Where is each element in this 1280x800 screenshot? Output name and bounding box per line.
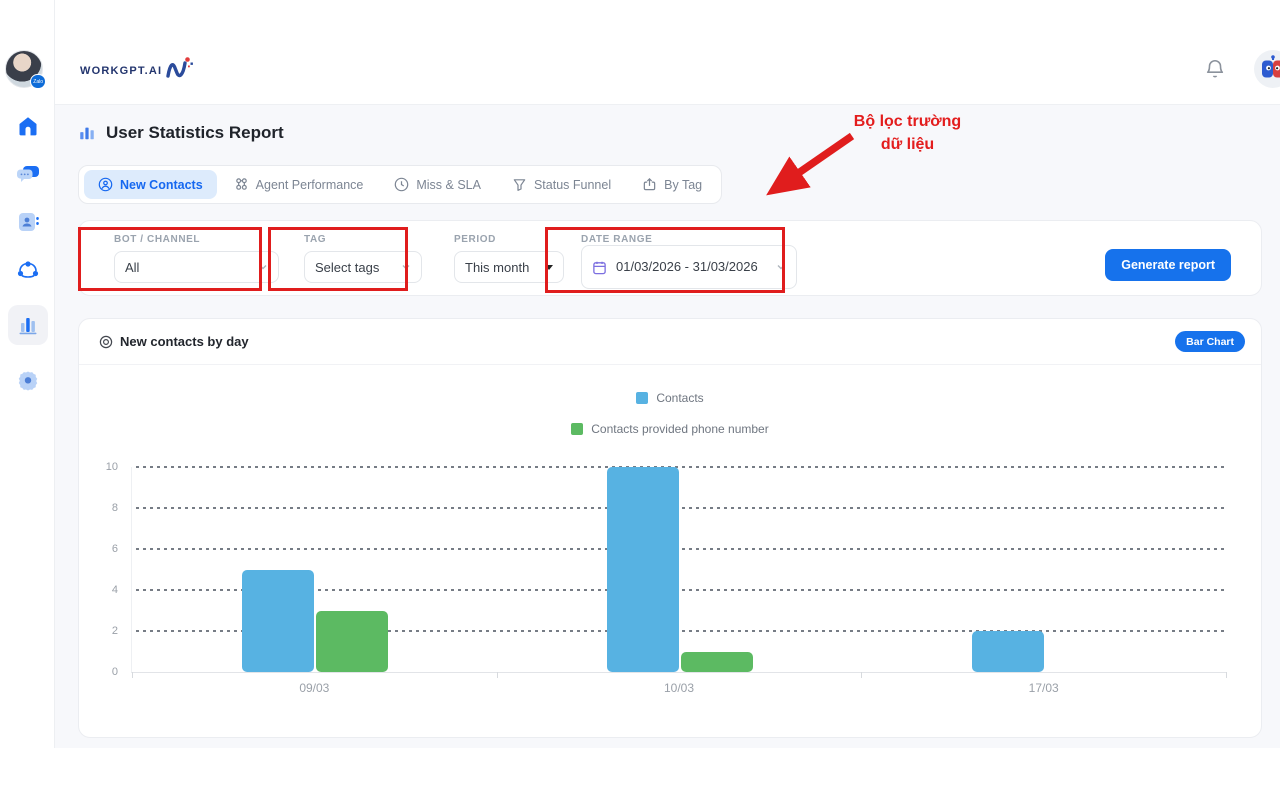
notifications-button[interactable] — [1202, 56, 1228, 82]
tab-label: Status Funnel — [533, 177, 612, 192]
period-select[interactable]: This month — [454, 251, 564, 283]
chart-title: New contacts by day — [120, 334, 249, 349]
gridline — [136, 548, 1226, 550]
gridline — [136, 466, 1226, 468]
x-axis-tick-mark — [861, 672, 863, 678]
page-title: User Statistics Report — [106, 123, 284, 142]
gear-icon — [18, 371, 37, 391]
bot-channel-select[interactable]: All — [114, 251, 279, 283]
assistant-avatar-button[interactable] — [1254, 50, 1280, 88]
main-content: User Statistics Report New Contacts Agen… — [55, 105, 1280, 748]
x-axis-tick-label: 10/03 — [663, 681, 695, 695]
tab-agent-performance[interactable]: Agent Performance — [220, 170, 378, 199]
date-range-value: 01/03/2026 - 31/03/2026 — [616, 258, 758, 274]
clock-icon — [395, 177, 409, 192]
y-axis-tick-label: 4 — [111, 584, 118, 596]
date-range-picker[interactable]: 01/03/2026 - 31/03/2026 — [581, 245, 797, 289]
bar-chart-toggle-button[interactable]: Bar Chart — [1175, 331, 1245, 352]
report-title-icon — [80, 127, 94, 140]
generate-report-button[interactable]: Generate report — [1105, 249, 1231, 281]
x-axis-tick-label: 17/03 — [1028, 681, 1059, 695]
sidebar-item-contacts[interactable] — [8, 209, 48, 235]
chart-legend: Contacts Contacts provided phone number — [79, 391, 1261, 436]
legend-swatch-icon — [571, 423, 584, 435]
x-axis-tick-mark — [132, 672, 133, 678]
tab-new-contacts[interactable]: New Contacts — [84, 170, 217, 199]
bar-chart-icon — [19, 318, 36, 335]
tag-select[interactable]: Select tags — [304, 251, 422, 283]
chart-card: New contacts by day Bar Chart Contacts Co… — [78, 318, 1262, 738]
y-axis-tick-label: 6 — [111, 543, 118, 555]
gridline — [136, 589, 1226, 591]
y-axis-tick-label: 0 — [111, 666, 118, 678]
user-circle-icon — [98, 177, 113, 192]
sidebar-item-settings[interactable] — [8, 367, 48, 393]
bar-09/03-contacts — [242, 569, 315, 672]
workgpt-logo[interactable]: WORKGPT.AI — [80, 55, 195, 81]
tag-placeholder: Select tags — [315, 259, 380, 275]
top-header: WORKGPT.AI — [55, 0, 1280, 105]
tab-label: New Contacts — [120, 177, 203, 192]
bot-channel-label: BOT / CHANNEL — [114, 234, 201, 245]
sidebar-item-reports[interactable] — [7, 305, 48, 345]
left-sidebar: Zalo — [0, 0, 55, 748]
tab-label: Miss & SLA — [416, 177, 481, 192]
user-avatar[interactable]: Zalo — [5, 50, 46, 89]
bar-10/03-phone — [681, 651, 753, 672]
bar-10/03-contacts — [607, 467, 679, 672]
zalo-badge: Zalo — [30, 74, 46, 89]
tab-miss-sla[interactable]: Miss & SLA — [380, 170, 495, 199]
x-axis-tick-label: 09/03 — [299, 681, 330, 695]
report-tabs: New Contacts Agent Performance Miss & SL… — [78, 165, 723, 204]
gridline — [136, 630, 1226, 632]
sidebar-item-network[interactable] — [8, 257, 48, 283]
share-nodes-icon — [17, 261, 38, 278]
filters-panel: BOT / CHANNEL All TAG Select tags PERIOD… — [78, 220, 1262, 296]
y-axis-tick-label: 10 — [105, 461, 118, 473]
y-axis-tick-label: 2 — [111, 625, 118, 637]
tab-status-funnel[interactable]: Status Funnel — [498, 170, 625, 199]
y-axis-tick-label: 8 — [111, 502, 118, 514]
gridline — [136, 507, 1226, 509]
funnel-icon — [513, 179, 526, 191]
date-range-label: DATE RANGE — [581, 234, 653, 245]
share-box-icon — [643, 178, 656, 191]
tab-by-tag[interactable]: By Tag — [628, 170, 716, 199]
target-icon — [99, 335, 113, 348]
tab-label: Agent Performance — [255, 177, 364, 192]
chevron-down-icon — [777, 265, 785, 270]
period-label: PERIOD — [454, 234, 496, 245]
org-nodes-icon — [235, 178, 247, 190]
x-axis-tick-mark — [496, 672, 498, 678]
logo-mark-icon — [166, 57, 194, 78]
robot-icon — [1262, 55, 1280, 78]
contacts-book-icon — [18, 213, 39, 231]
tag-label: TAG — [304, 234, 327, 245]
chevron-down-icon — [259, 265, 267, 270]
legend-label: Contacts — [656, 391, 704, 405]
chat-icon — [16, 166, 39, 182]
legend-swatch-icon — [636, 392, 649, 404]
sidebar-item-chat[interactable] — [8, 161, 48, 187]
chevron-down-icon — [402, 265, 410, 270]
select-caret-icon — [545, 264, 553, 270]
legend-item[interactable]: Contacts — [636, 391, 704, 405]
home-icon — [19, 117, 36, 136]
x-axis-tick-mark — [1226, 672, 1227, 678]
period-value: This month — [465, 259, 530, 275]
bot-channel-value: All — [125, 259, 140, 275]
bar-09/03-phone — [316, 610, 389, 672]
bell-icon — [1206, 60, 1224, 78]
bar-17/03-contacts — [971, 631, 1044, 672]
logo-text: WORKGPT.AI — [80, 65, 163, 77]
tab-label: By Tag — [664, 177, 703, 192]
legend-item[interactable]: Contacts provided phone number — [571, 422, 769, 436]
sidebar-item-home[interactable] — [8, 113, 48, 139]
legend-label: Contacts provided phone number — [591, 422, 769, 436]
chart-plot: 0 2 4 6 8 10 09/03 10/03 17/03 — [106, 461, 1227, 695]
avatar-photo — [5, 50, 43, 88]
calendar-icon — [593, 261, 606, 274]
